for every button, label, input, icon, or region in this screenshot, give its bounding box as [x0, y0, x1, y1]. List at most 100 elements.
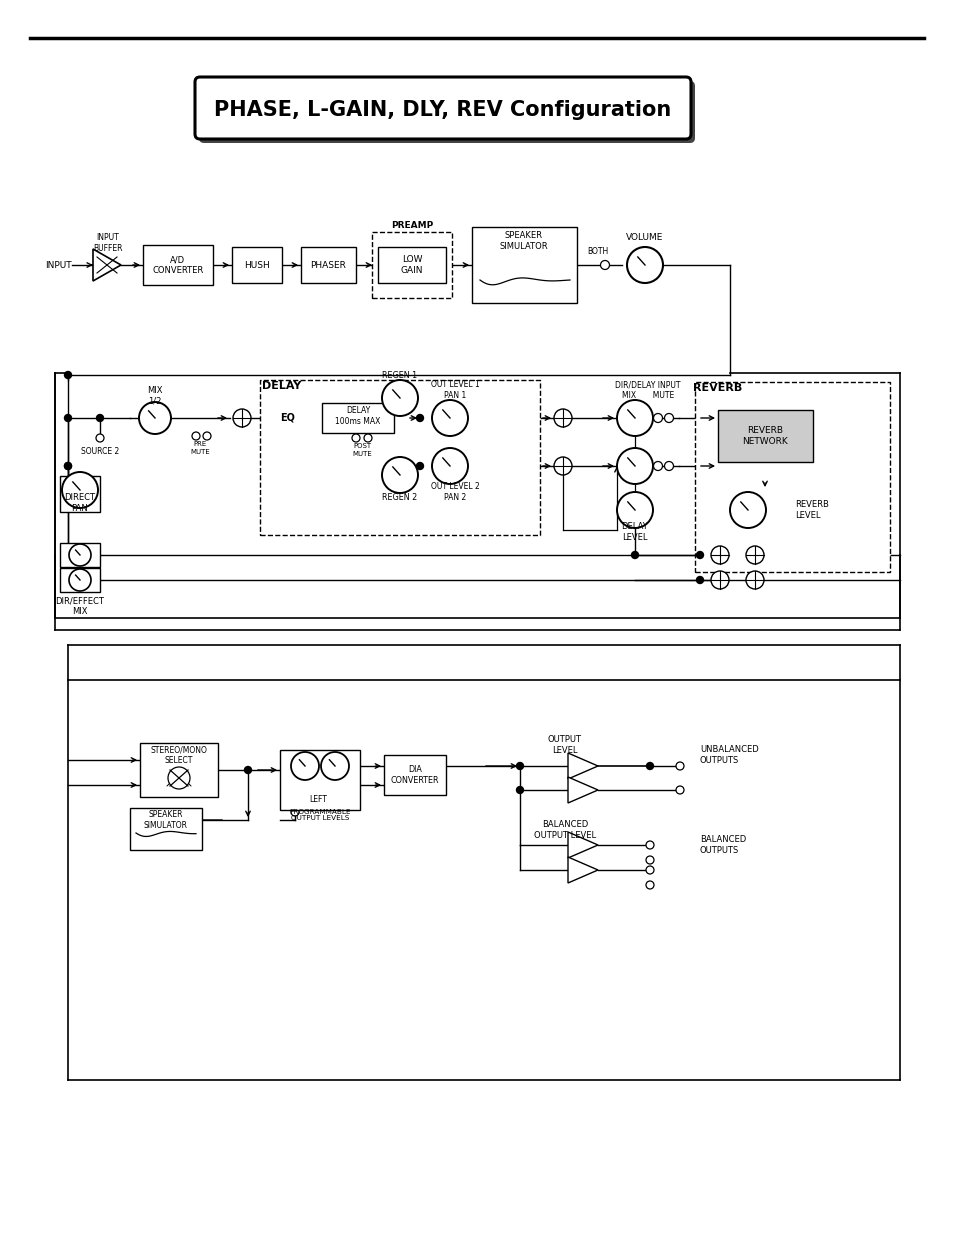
Circle shape: [653, 414, 661, 422]
Circle shape: [516, 762, 523, 769]
Circle shape: [65, 415, 71, 421]
Bar: [60, 568, 100, 592]
Circle shape: [381, 380, 417, 416]
Circle shape: [291, 808, 298, 816]
Circle shape: [653, 462, 661, 471]
Text: VOLUME: VOLUME: [626, 232, 663, 242]
Text: MIX
1/2: MIX 1/2: [147, 387, 163, 406]
Circle shape: [168, 767, 190, 789]
Circle shape: [381, 457, 417, 493]
Circle shape: [432, 448, 468, 484]
Text: REVERB: REVERB: [693, 383, 741, 393]
Polygon shape: [92, 249, 121, 282]
Text: UNBALANCED
OUTPUTS: UNBALANCED OUTPUTS: [700, 745, 758, 764]
Circle shape: [291, 752, 318, 781]
Text: REVERB
NETWORK: REVERB NETWORK: [741, 426, 787, 446]
Bar: [384, 755, 446, 795]
Circle shape: [645, 856, 654, 864]
Text: OUT LEVEL 2
PAN 2: OUT LEVEL 2 PAN 2: [430, 483, 478, 501]
Circle shape: [244, 767, 252, 773]
Polygon shape: [567, 777, 598, 803]
Text: OUTPUT
LEVEL: OUTPUT LEVEL: [547, 735, 581, 755]
Circle shape: [745, 546, 763, 564]
Circle shape: [664, 414, 673, 422]
Circle shape: [364, 433, 372, 442]
Circle shape: [745, 571, 763, 589]
Circle shape: [645, 841, 654, 848]
FancyBboxPatch shape: [194, 77, 690, 140]
Text: INPUT: INPUT: [45, 261, 71, 269]
Circle shape: [516, 787, 523, 794]
Circle shape: [710, 571, 728, 589]
Circle shape: [69, 543, 91, 566]
Bar: [60, 543, 100, 567]
Circle shape: [192, 432, 200, 440]
Text: BOTH: BOTH: [587, 247, 608, 257]
Text: DIR/EFFECT
MIX: DIR/EFFECT MIX: [55, 597, 104, 616]
Circle shape: [65, 462, 71, 469]
Text: REGEN 2: REGEN 2: [382, 493, 417, 501]
Polygon shape: [567, 857, 598, 883]
Text: DIR/DELAY INPUT
MIX       MUTE: DIR/DELAY INPUT MIX MUTE: [615, 380, 680, 400]
Bar: [232, 247, 282, 283]
Bar: [260, 380, 539, 535]
Bar: [143, 245, 213, 285]
Circle shape: [416, 462, 423, 469]
Text: INPUT
BUFFER: INPUT BUFFER: [93, 233, 123, 253]
Polygon shape: [567, 832, 598, 858]
Circle shape: [65, 462, 71, 469]
Text: PROGRAMMABLE
OUTPUT LEVELS: PROGRAMMABLE OUTPUT LEVELS: [289, 809, 351, 821]
Circle shape: [676, 785, 683, 794]
Bar: [130, 808, 202, 850]
Text: DELAY
LEVEL: DELAY LEVEL: [621, 522, 648, 542]
Circle shape: [664, 462, 673, 471]
Circle shape: [69, 569, 91, 592]
Text: PHASE, L-GAIN, DLY, REV Configuration: PHASE, L-GAIN, DLY, REV Configuration: [214, 100, 671, 120]
Circle shape: [203, 432, 211, 440]
Text: DIRECT
PAN: DIRECT PAN: [65, 493, 95, 513]
Circle shape: [320, 752, 349, 781]
Text: EQ: EQ: [280, 412, 295, 424]
Text: POST
MUTE: POST MUTE: [352, 443, 372, 457]
Bar: [472, 227, 577, 303]
Circle shape: [676, 762, 683, 769]
FancyBboxPatch shape: [199, 82, 695, 143]
Bar: [140, 743, 218, 797]
Bar: [372, 232, 452, 298]
Circle shape: [554, 409, 572, 427]
Text: BALANCED
OUTPUTS: BALANCED OUTPUTS: [700, 835, 745, 855]
Text: LEFT: LEFT: [309, 795, 327, 804]
Circle shape: [696, 577, 702, 583]
Circle shape: [65, 372, 71, 378]
Text: DIA
CONVERTER: DIA CONVERTER: [391, 766, 438, 784]
Circle shape: [617, 492, 652, 529]
Text: HUSH: HUSH: [244, 261, 270, 269]
Circle shape: [645, 881, 654, 889]
Bar: [377, 247, 446, 283]
Circle shape: [631, 552, 638, 558]
Text: SPEAKER
SIMULATOR: SPEAKER SIMULATOR: [499, 231, 548, 251]
Circle shape: [352, 433, 359, 442]
Text: PHASER: PHASER: [310, 261, 346, 269]
Text: PREAMP: PREAMP: [391, 221, 433, 230]
Circle shape: [617, 400, 652, 436]
Circle shape: [710, 546, 728, 564]
Circle shape: [96, 433, 104, 442]
Circle shape: [617, 448, 652, 484]
Bar: [322, 403, 394, 433]
Circle shape: [626, 247, 662, 283]
Text: REGEN 1: REGEN 1: [382, 372, 417, 380]
Text: SPEAKER
SIMULATOR: SPEAKER SIMULATOR: [144, 810, 188, 830]
Circle shape: [729, 492, 765, 529]
Text: LOW
GAIN: LOW GAIN: [400, 256, 423, 274]
Bar: [270, 403, 306, 433]
Circle shape: [554, 457, 572, 475]
Bar: [718, 410, 812, 462]
Circle shape: [599, 261, 609, 269]
Circle shape: [696, 552, 702, 558]
Polygon shape: [567, 753, 598, 779]
Circle shape: [96, 415, 103, 421]
Text: DELAY: DELAY: [262, 382, 301, 391]
Text: REVERB
LEVEL: REVERB LEVEL: [794, 500, 828, 520]
Circle shape: [62, 472, 98, 508]
